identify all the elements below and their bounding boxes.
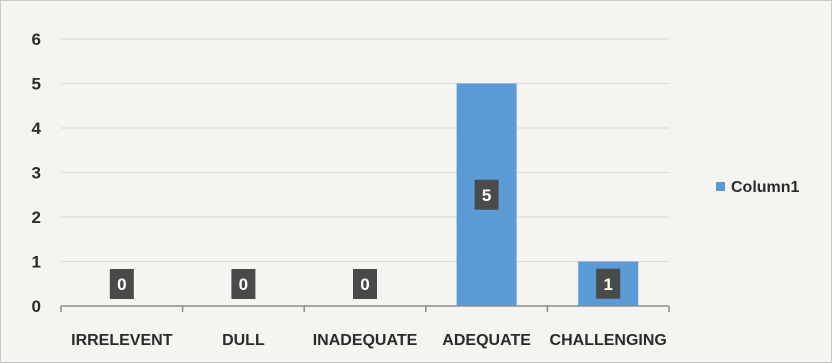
legend-swatch <box>716 182 725 191</box>
axes: 0 1 2 3 4 5 6 IRRELEVENT DULL INADEQUATE ADEQUATE C… <box>32 30 670 349</box>
data-labels: 0 0 0 5 1 <box>109 179 621 299</box>
x-category-label: CHALLENGING <box>550 332 667 349</box>
data-label-box <box>231 269 256 299</box>
x-category-label: DULL <box>222 332 265 349</box>
y-tick-label: 5 <box>32 75 41 94</box>
data-label: 0 <box>117 275 126 294</box>
y-tick-label: 6 <box>32 30 41 49</box>
y-tick-label: 1 <box>32 253 41 272</box>
data-label-box <box>353 269 377 299</box>
x-category-label: INADEQUATE <box>313 332 418 349</box>
y-tick-label: 2 <box>32 208 41 227</box>
data-label-box <box>596 268 621 299</box>
data-label: 1 <box>603 275 612 294</box>
gridlines <box>61 38 669 262</box>
legend: Column1 <box>716 179 800 196</box>
data-label: 5 <box>482 186 491 205</box>
x-category-label: IRRELEVENT <box>71 332 173 349</box>
data-label: 0 <box>360 275 369 294</box>
x-category-label: ADEQUATE <box>442 332 531 349</box>
data-label-box <box>474 179 499 210</box>
data-label-box <box>109 269 134 299</box>
data-label: 0 <box>239 275 248 294</box>
y-tick-label: 3 <box>32 164 41 183</box>
y-tick-label: 4 <box>32 119 42 138</box>
legend-label: Column1 <box>731 179 800 196</box>
y-tick-label: 0 <box>32 297 41 316</box>
